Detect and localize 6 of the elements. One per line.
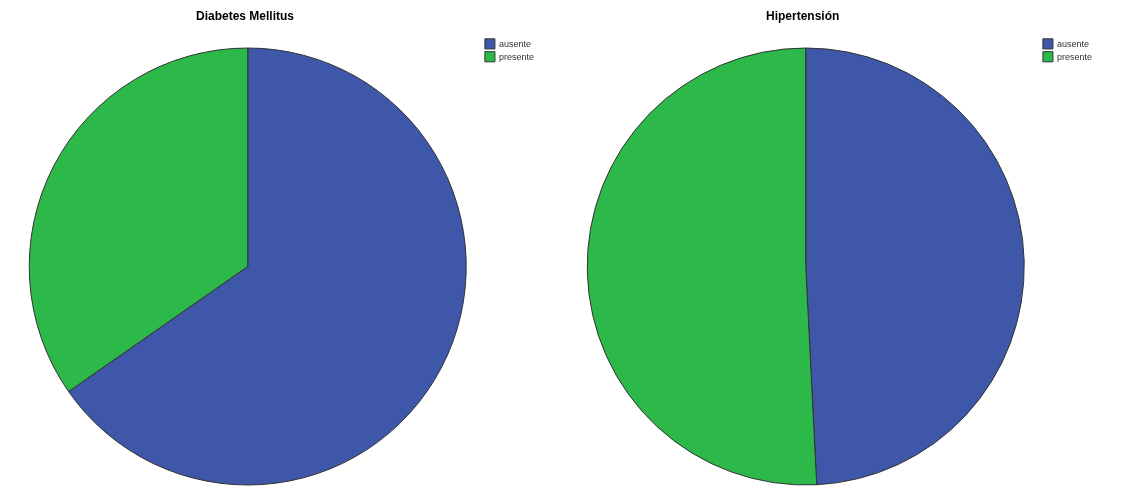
chart-title: Diabetes Mellitus	[196, 9, 295, 23]
legend-label: presente	[499, 52, 535, 62]
legend-label: ausente	[1057, 39, 1090, 49]
legend-label: presente	[1057, 52, 1093, 62]
legend-label: ausente	[499, 39, 532, 49]
chart-title: Hipertensión	[766, 9, 840, 23]
